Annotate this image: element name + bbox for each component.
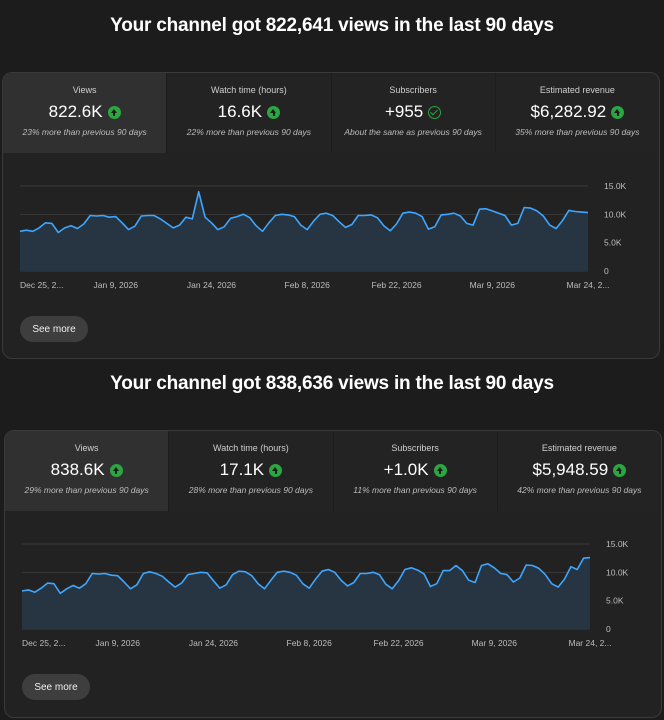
panel-2-views-chart: 15.0K 10.0K 5.0K 0 Dec 25, 2... Jan 9, 2026 Ja… — [5, 511, 661, 651]
panel-1-views-chart: 15.0K 10.0K 5.0K 0 Dec 25, 2... Jan 9, 2026 Ja… — [3, 153, 659, 293]
stat-label: Subscribers — [389, 85, 437, 95]
up-arrow-icon — [611, 105, 625, 119]
panel-1-see-more-button[interactable]: See more — [20, 316, 88, 342]
y-tick-label: 0 — [606, 624, 611, 634]
views-series-line — [21, 556, 591, 595]
check-circle-icon — [428, 105, 442, 119]
stat-change: 23% more than previous 90 days — [22, 127, 147, 137]
up-arrow-icon — [613, 463, 627, 477]
stat-value: 822.6K — [48, 102, 103, 121]
x-tick-label: Jan 24, 2026 — [189, 638, 238, 648]
up-arrow-icon — [107, 105, 121, 119]
stat-value: +1.0K — [383, 460, 429, 479]
stat-label: Views — [72, 85, 97, 95]
y-tick-label: 0 — [604, 266, 609, 276]
panel-2-card: Views 838.6K 29% more than previous 90 d… — [4, 430, 662, 718]
y-tick-label: 15.0K — [606, 539, 629, 549]
views-area — [20, 191, 588, 271]
stat-change: 11% more than previous 90 days — [353, 485, 477, 495]
panel-2-stat-watch-time[interactable]: Watch time (hours) 17.1K 28% more than p… — [169, 431, 334, 511]
up-arrow-icon — [267, 105, 281, 119]
y-tick-label: 5.0K — [604, 238, 622, 248]
x-tick-label: Feb 8, 2026 — [287, 638, 333, 648]
up-arrow-icon — [109, 463, 123, 477]
views-area — [22, 557, 590, 629]
panel-1-chart-svg: 15.0K 10.0K 5.0K 0 Dec 25, 2... Jan 9, 2026 Ja… — [19, 181, 627, 290]
panel-1-stat-views[interactable]: Views 822.6K 23% more than previous 90 d… — [3, 73, 168, 153]
panel-1-stat-revenue[interactable]: Estimated revenue $6,282.92 35% more tha… — [495, 73, 659, 153]
stat-value: $6,282.92 — [530, 102, 607, 121]
x-tick-label: Jan 24, 2026 — [187, 280, 236, 290]
panel-2-headline: Your channel got 838,636 views in the la… — [110, 373, 554, 394]
stat-change: 42% more than previous 90 days — [517, 485, 642, 495]
panel-2-chart-svg: 15.0K 10.0K 5.0K 0 Dec 25, 2... Jan 9, 2026 Ja… — [21, 539, 629, 648]
x-tick-label: Dec 25, 2... — [22, 638, 65, 648]
stat-change: 29% more than previous 90 days — [24, 485, 149, 495]
x-tick-label: Feb 8, 2026 — [285, 280, 331, 290]
x-tick-label: Dec 25, 2... — [20, 280, 63, 290]
up-arrow-icon — [433, 463, 447, 477]
stat-value: +955 — [384, 102, 424, 121]
stat-value: $5,948.59 — [532, 460, 609, 479]
stat-label: Views — [74, 443, 99, 453]
stat-change: 35% more than previous 90 days — [515, 127, 640, 137]
x-tick-label: Mar 9, 2026 — [472, 638, 518, 648]
x-tick-label: Mar 24, 2... — [569, 638, 612, 648]
x-tick-label: Mar 24, 2... — [567, 280, 610, 290]
panel-2-see-more-button[interactable]: See more — [22, 674, 90, 700]
views-series-line — [19, 190, 589, 234]
y-tick-label: 15.0K — [604, 181, 627, 191]
stat-change: 22% more than previous 90 days — [186, 127, 312, 137]
stat-change: 28% more than previous 90 days — [188, 485, 314, 495]
stat-label: Watch time (hours) — [211, 85, 287, 95]
panel-2-stat-views[interactable]: Views 838.6K 29% more than previous 90 d… — [5, 431, 170, 511]
y-tick-label: 10.0K — [606, 567, 629, 577]
panel-1-card: Views 822.6K 23% more than previous 90 d… — [2, 72, 660, 359]
stat-value: 17.1K — [219, 460, 265, 479]
y-tick-label: 10.0K — [604, 209, 627, 219]
panel-1-stat-subscribers[interactable]: Subscribers +955 About the same as previ… — [331, 73, 496, 153]
x-tick-label: Jan 9, 2026 — [96, 638, 141, 648]
stat-change: About the same as previous 90 days — [344, 127, 482, 137]
panel-2-stats: Views 838.6K 29% more than previous 90 d… — [5, 431, 661, 511]
up-arrow-icon — [269, 463, 283, 477]
panel-1-headline: Your channel got 822,641 views in the la… — [110, 15, 554, 36]
x-tick-label: Jan 9, 2026 — [94, 280, 139, 290]
stat-label: Watch time (hours) — [213, 443, 289, 453]
x-tick-label: Feb 22, 2026 — [373, 638, 423, 648]
stat-label: Subscribers — [391, 443, 439, 453]
x-tick-label: Feb 22, 2026 — [371, 280, 421, 290]
panel-2-stat-revenue[interactable]: Estimated revenue $5,948.59 42% more tha… — [497, 431, 661, 511]
x-tick-label: Mar 9, 2026 — [470, 280, 516, 290]
panel-1-stats: Views 822.6K 23% more than previous 90 d… — [3, 73, 659, 153]
stat-value: 16.6K — [217, 102, 263, 121]
y-tick-label: 5.0K — [606, 596, 624, 606]
panel-1-stat-watch-time[interactable]: Watch time (hours) 16.6K 22% more than p… — [167, 73, 332, 153]
stat-label: Estimated revenue — [539, 85, 615, 95]
panel-2-stat-subscribers[interactable]: Subscribers +1.0K 11% more than previous… — [333, 431, 498, 511]
stat-label: Estimated revenue — [541, 443, 617, 453]
stat-value: 838.6K — [50, 460, 105, 479]
